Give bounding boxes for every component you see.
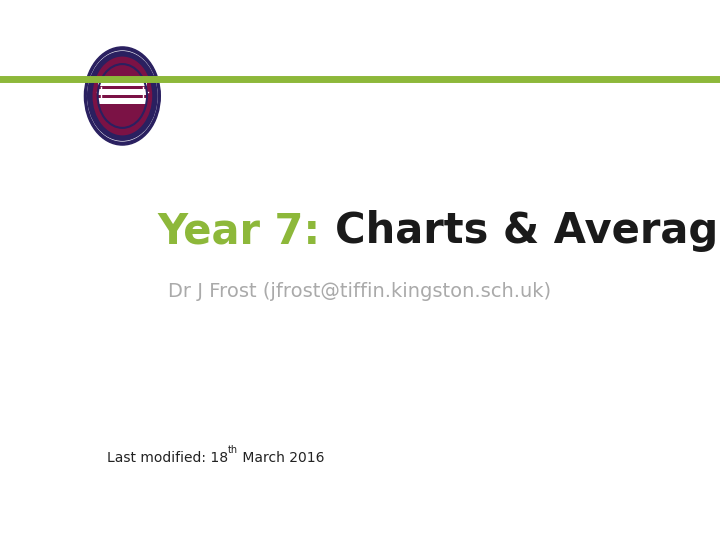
Text: Dr J Frost (jfrost@tiffin.kingston.sch.uk): Dr J Frost (jfrost@tiffin.kingston.sch.u… xyxy=(168,282,552,301)
Ellipse shape xyxy=(90,54,155,138)
Bar xyxy=(98,80,147,85)
Text: Year 7:: Year 7: xyxy=(157,210,335,252)
Ellipse shape xyxy=(84,47,161,145)
Bar xyxy=(98,98,147,104)
Text: th: th xyxy=(228,446,238,455)
Text: Last modified: 18: Last modified: 18 xyxy=(107,451,228,465)
Text: Charts & Averages: Charts & Averages xyxy=(335,210,720,252)
Ellipse shape xyxy=(88,51,157,141)
Text: March 2016: March 2016 xyxy=(238,451,325,465)
Bar xyxy=(98,89,147,94)
